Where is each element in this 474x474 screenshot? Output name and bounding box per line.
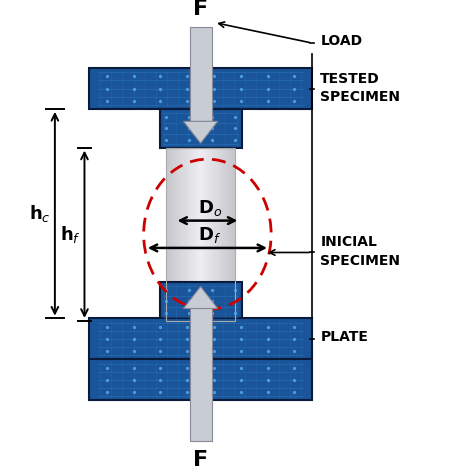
Text: TESTED: TESTED [320,72,380,85]
Bar [228,148,230,321]
Bar [185,148,187,321]
Text: h$_f$: h$_f$ [60,224,81,245]
Bar [175,148,178,321]
Bar [205,148,208,321]
Bar [212,148,214,321]
Bar [189,148,191,321]
Bar [89,319,312,359]
Bar [166,148,169,321]
Bar [232,148,235,321]
Bar [196,148,198,321]
Polygon shape [183,121,218,143]
Text: D$_o$: D$_o$ [198,198,222,218]
Bar [223,148,226,321]
Bar [171,148,173,321]
Bar [201,148,203,321]
Bar [182,148,185,321]
Bar [178,148,180,321]
Bar [194,148,196,321]
Text: F: F [193,450,208,470]
Bar [169,148,171,321]
Bar [230,148,232,321]
Text: LOAD: LOAD [320,34,363,48]
Bar [210,148,212,321]
Bar [190,27,211,121]
Text: SPECIMEN: SPECIMEN [320,90,401,104]
Bar [221,148,223,321]
Bar [214,148,217,321]
Bar [217,148,219,321]
Bar [166,148,235,321]
Bar [173,148,175,321]
Bar [203,148,205,321]
Bar [191,148,194,321]
Bar [89,359,312,401]
Text: INICIAL: INICIAL [320,236,377,249]
Bar [226,148,228,321]
Bar [89,68,312,109]
Bar [198,148,201,321]
Polygon shape [183,287,218,309]
Text: D$_f$: D$_f$ [198,225,221,245]
Text: h$_c$: h$_c$ [28,203,50,224]
Bar [160,109,242,148]
Bar [208,148,210,321]
Text: SPECIMEN: SPECIMEN [320,254,401,268]
Text: PLATE: PLATE [320,330,368,344]
Bar [190,309,211,441]
Text: F: F [193,0,208,19]
Bar [187,148,189,321]
Bar [180,148,182,321]
Bar [160,282,242,321]
Bar [219,148,221,321]
